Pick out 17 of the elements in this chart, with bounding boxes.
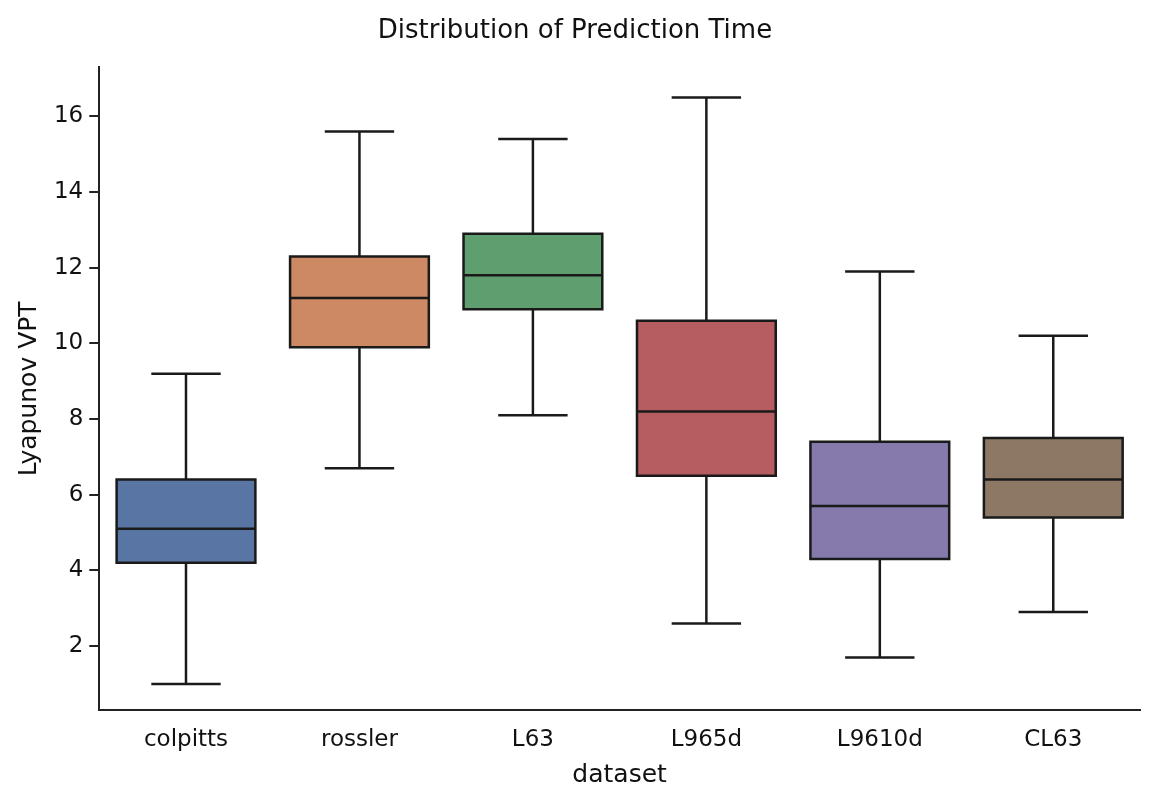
x-tick-label: rossler bbox=[320, 725, 399, 752]
y-axis-title: Lyapunov VPT bbox=[12, 300, 42, 477]
x-tick-label: colpitts bbox=[143, 725, 229, 752]
x-tick-label: L63 bbox=[511, 725, 554, 752]
x-tick-label: L9610d bbox=[836, 725, 923, 752]
chart-title: Distribution of Prediction Time bbox=[377, 14, 773, 45]
y-tick-label: 6 bbox=[68, 479, 84, 506]
y-tick-label: 4 bbox=[68, 555, 84, 582]
y-tick-label: 10 bbox=[53, 328, 84, 355]
y-tick-label: 12 bbox=[53, 252, 84, 279]
y-tick-label: 8 bbox=[68, 404, 84, 431]
y-tick-label: 2 bbox=[68, 631, 84, 658]
x-axis-title: dataset bbox=[572, 758, 668, 788]
x-tick-label: CL63 bbox=[1024, 725, 1083, 752]
x-tick-label: L965d bbox=[670, 725, 743, 752]
y-tick-label: 14 bbox=[53, 177, 84, 204]
y-tick-label: 16 bbox=[53, 101, 84, 128]
